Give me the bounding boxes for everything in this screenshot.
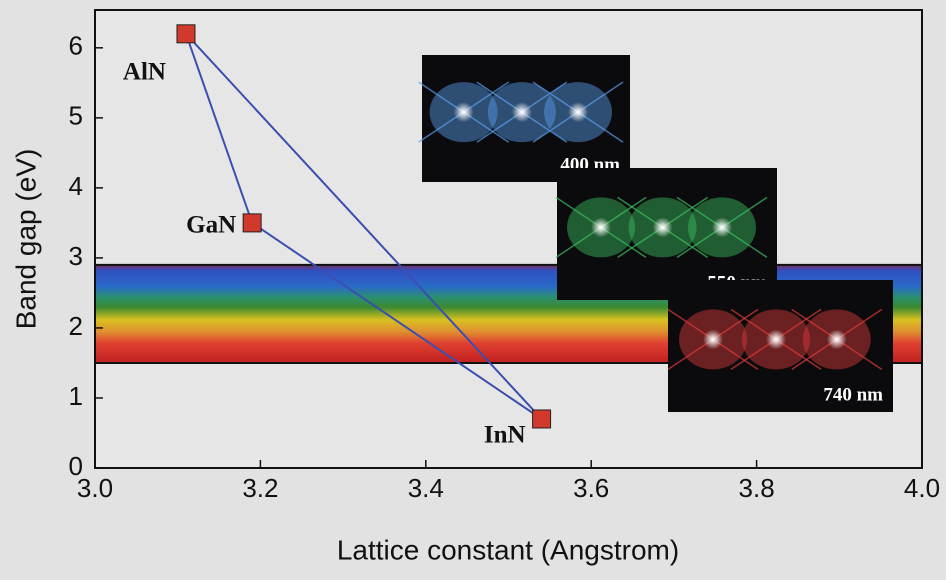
y-tick-label: 6 [69, 31, 83, 61]
inset-image: 740 nm [668, 280, 893, 412]
point-label: AlN [123, 59, 166, 86]
x-tick-label: 3.2 [242, 473, 278, 503]
x-tick-label: 3.8 [739, 473, 775, 503]
inset-core [653, 217, 673, 237]
y-tick-label: 4 [69, 171, 83, 201]
inset-image: 400 nm [419, 55, 630, 182]
inset-core [454, 102, 474, 122]
y-tick-label: 3 [69, 241, 83, 271]
inset-core [512, 102, 532, 122]
inset-core [712, 217, 732, 237]
page: {"chart_data": { "type": "scatter", "x_l… [0, 0, 946, 575]
point-label: InN [484, 422, 526, 449]
inset-label: 740 nm [823, 384, 883, 405]
y-tick-label: 0 [69, 451, 83, 481]
x-tick-label: 3.4 [408, 473, 444, 503]
inset-core [591, 217, 611, 237]
inset-core [766, 329, 786, 349]
data-point [177, 25, 195, 43]
y-axis-label: Band gap (eV) [10, 149, 41, 330]
x-axis-label: Lattice constant (Angstrom) [337, 534, 679, 565]
chart: Lattice constant (Angstrom) Band gap (eV… [0, 0, 946, 575]
data-point [533, 410, 551, 428]
y-tick-label: 1 [69, 381, 83, 411]
inset-core [827, 329, 847, 349]
point-label: GaN [186, 212, 236, 239]
data-point [243, 214, 261, 232]
inset-core [703, 329, 723, 349]
inset-core [568, 102, 588, 122]
y-tick-label: 2 [69, 311, 83, 341]
y-tick-label: 5 [69, 101, 83, 131]
x-tick-label: 3.6 [573, 473, 609, 503]
x-tick-label: 4.0 [904, 473, 940, 503]
